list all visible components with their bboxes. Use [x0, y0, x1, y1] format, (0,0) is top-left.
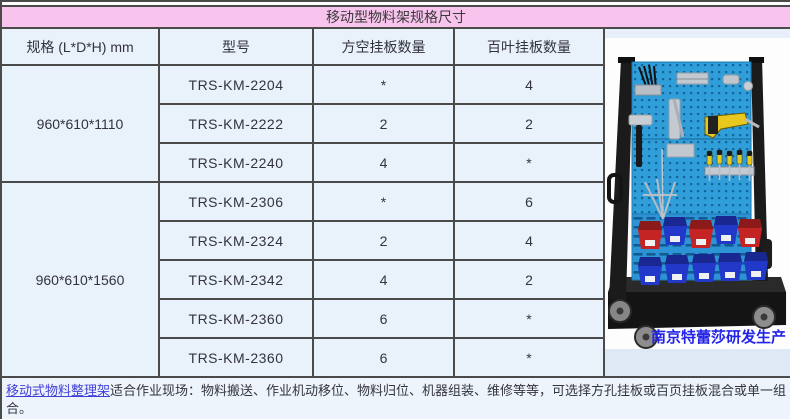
left-post	[607, 57, 636, 299]
mobile-rack-link[interactable]: 移动式物料整理架	[6, 382, 111, 398]
metal-bracket	[676, 72, 709, 85]
table-row: TRS-KM-2240 4 *	[1, 142, 790, 183]
cell-model: TRS-KM-2324	[158, 220, 314, 261]
push-handle	[607, 173, 624, 204]
cell-louver-qty: 2	[453, 259, 605, 300]
header-row: 规格 (L*D*H) mm 型号 方空挂板数量 百叶挂板数量	[0, 27, 790, 378]
cell-bottom-band	[606, 349, 790, 375]
cell-square-qty: *	[312, 181, 455, 222]
table-row: 960*610*1560 TRS-KM-2306 * 6	[0, 181, 790, 378]
title-row: 移动型物料架规格尺寸	[0, 5, 790, 29]
cell-top-band	[606, 30, 790, 38]
table-row: TRS-KM-2324 2 4	[1, 220, 790, 261]
cell-model: TRS-KM-2360	[158, 337, 314, 378]
product-photo-cell: 南京特蕾莎研发生产	[602, 27, 790, 378]
cell-model: TRS-KM-2204	[158, 64, 314, 105]
col-header-square-panels: 方空挂板数量	[312, 27, 455, 66]
cell-square-qty: 2	[312, 103, 455, 144]
table-row: TRS-KM-2342 4 2	[1, 259, 790, 300]
cell-louver-qty: 4	[453, 220, 605, 261]
cell-square-qty: *	[312, 64, 455, 105]
cell-louver-qty: 4	[453, 64, 605, 105]
hammer	[628, 114, 653, 167]
cell-louver-qty: 2	[453, 103, 605, 144]
yellow-staple-gun	[704, 112, 760, 139]
table-row: TRS-KM-2222 2 2	[1, 103, 790, 144]
cell-square-qty: 4	[312, 259, 455, 300]
note-cell: 移动式物料整理架适合作业现场：物料搬送、作业机动移位、物料归位、机器组装、维修等…	[0, 376, 790, 419]
cell-model: TRS-KM-2306	[158, 181, 314, 222]
note-row: 移动式物料整理架适合作业现场：物料搬送、作业机动移位、物料归位、机器组装、维修等…	[0, 376, 790, 419]
brush-set	[634, 64, 662, 96]
screwdrivers	[704, 149, 755, 182]
col-header-spec: 规格 (L*D*H) mm	[0, 27, 160, 66]
col-header-model: 型号	[158, 27, 314, 66]
cell-model: TRS-KM-2222	[158, 103, 314, 144]
watermark-text: 南京特蕾莎研发生产	[651, 328, 786, 346]
metal-clamp	[666, 143, 695, 158]
cell-model: TRS-KM-2342	[158, 259, 314, 300]
cell-square-qty: 6	[312, 337, 455, 378]
note-text: 适合作业现场：物料搬送、作业机动移位、物料归位、机器组装、维修等等，可选择方孔挂…	[6, 382, 787, 416]
cell-model: TRS-KM-2240	[158, 142, 314, 183]
cell-louver-qty: *	[453, 337, 605, 378]
table-row: TRS-KM-2360 6 *	[1, 298, 790, 339]
table-title: 移动型物料架规格尺寸	[0, 5, 790, 29]
cell-spec-group2: 960*610*1560	[0, 181, 160, 378]
product-photo: 南京特蕾莎研发生产	[606, 30, 790, 375]
clamp-tool	[668, 98, 685, 140]
cell-square-qty: 4	[312, 142, 455, 183]
cell-louver-qty: *	[453, 142, 605, 183]
cell-louver-qty: 6	[453, 181, 605, 222]
col-header-louver-panels: 百叶挂板数量	[453, 27, 605, 66]
table-row: 960*610*1110 TRS-KM-2204 * 4	[0, 64, 790, 183]
wire-hook-rack	[643, 148, 678, 220]
table-row: TRS-KM-2360 6 *	[1, 337, 790, 378]
cell-spec-group1: 960*610*1110	[0, 64, 160, 183]
cell-square-qty: 6	[312, 298, 455, 339]
small-metal-parts	[722, 74, 754, 91]
cell-square-qty: 2	[312, 220, 455, 261]
cell-model: TRS-KM-2360	[158, 298, 314, 339]
cell-louver-qty: *	[453, 298, 605, 339]
